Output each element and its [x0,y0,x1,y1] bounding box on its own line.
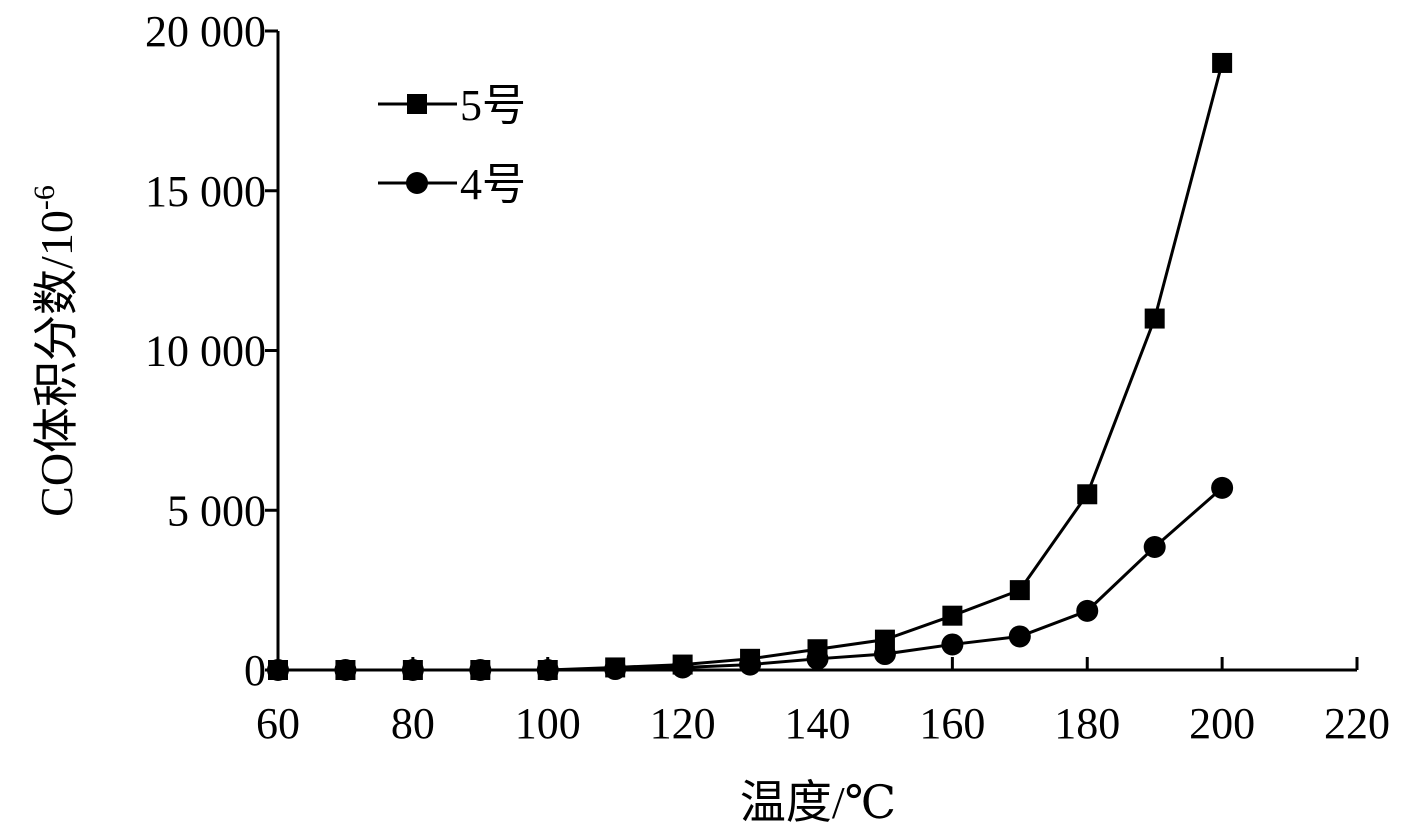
data-point [671,656,694,679]
y-tick-label: 10 000 [145,327,266,376]
legend-marker [406,172,428,194]
data-point [1144,308,1165,329]
y-axis-title: CO体积分数/10-6 [28,185,82,517]
x-tick-label: 160 [919,699,985,748]
series-2 [267,476,1234,681]
data-point [267,659,289,681]
y-tick-label: 15 000 [145,167,266,216]
legend-item: 4号 [378,160,526,209]
data-point [1076,599,1099,622]
x-tick-label: 140 [785,699,851,748]
x-axis-ticks: 60 80 100 120 140 160 180 200 220 [256,657,1390,748]
x-tick-label: 120 [650,699,716,748]
series-1 [268,52,1233,680]
x-axis-title: 温度/℃ [740,777,896,828]
data-point [536,659,559,681]
y-tick-label: 5 000 [167,486,266,535]
plot-area [267,52,1234,681]
series-line [278,62,1224,672]
data-point [941,633,964,656]
data-point [1143,535,1166,558]
legend-label: 4号 [460,160,526,209]
x-tick-label: 80 [391,699,435,748]
y-tick-label: 0 [244,646,266,695]
x-tick-label: 100 [515,699,581,748]
y-tick-label: 20 000 [145,7,266,56]
x-tick-label: 180 [1054,699,1120,748]
x-tick-label: 220 [1324,699,1390,748]
legend-item: 5号 [378,81,526,130]
data-point [1009,580,1030,601]
data-point [806,647,829,670]
data-point [604,658,627,681]
x-tick-label: 200 [1189,699,1255,748]
data-point [1077,484,1098,505]
y-axis-title-main: CO体积分数/10 [31,210,82,517]
data-point [942,605,963,626]
legend: 5号 4号 [378,81,526,209]
data-point [401,659,424,681]
axes [276,31,1357,672]
data-point [1211,476,1234,499]
y-axis-title-exponent: -6 [28,185,61,210]
data-point [1008,625,1031,648]
data-point [469,659,492,681]
series-line [278,486,1224,672]
data-point [334,659,357,681]
x-tick-label: 60 [256,699,300,748]
legend-label: 5号 [460,81,526,130]
y-axis-ticks: 0 5 000 10 000 15 000 20 000 [145,7,278,695]
data-point [1212,52,1233,73]
data-point [739,653,762,676]
legend-marker [407,94,427,114]
data-point [873,643,896,666]
